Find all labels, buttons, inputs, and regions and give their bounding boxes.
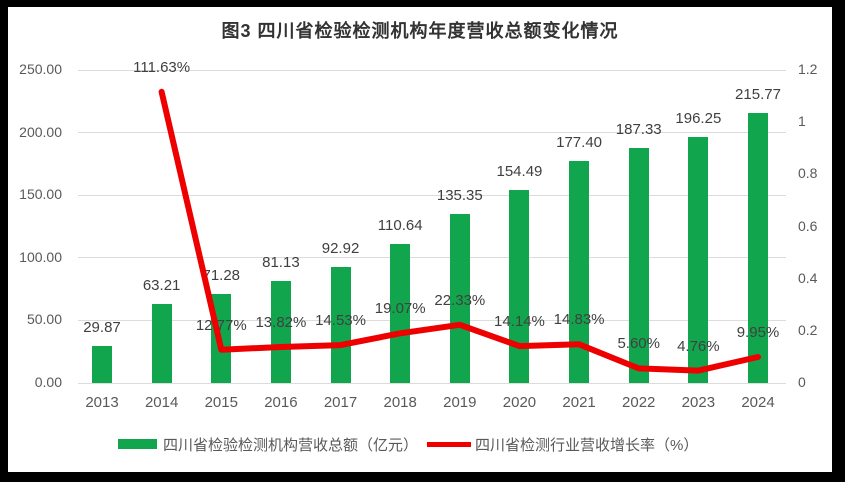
chart-title: 图3 四川省检验检测机构年度营收总额变化情况 bbox=[221, 21, 619, 41]
y-axis-right-tick-label: 0.4 bbox=[798, 269, 818, 286]
x-axis-tick-label: 2015 bbox=[204, 394, 238, 411]
bar-value-label: 81.13 bbox=[262, 254, 300, 272]
legend-line-series-label: 四川省检测行业营收增长率（%） bbox=[475, 436, 699, 454]
y-axis-left-tick-label: 50.00 bbox=[26, 311, 62, 328]
line-point-label: 22.33% bbox=[434, 291, 486, 309]
bar-value-label: 92.92 bbox=[321, 239, 360, 257]
bar-series-swatch-icon bbox=[118, 439, 157, 449]
y-axis-right-tick-label: 0 bbox=[798, 374, 806, 390]
x-axis-tick-label: 2014 bbox=[144, 394, 179, 411]
x-axis-tick-label: 2021 bbox=[562, 394, 596, 411]
line-series-swatch-icon bbox=[427, 441, 472, 447]
x-axis-tick-label: 2019 bbox=[443, 394, 477, 411]
y-axis-left-tick-label: 250.00 bbox=[19, 61, 62, 77]
bar-2021 bbox=[569, 160, 590, 383]
line-point-label: 9.95% bbox=[736, 324, 780, 342]
bar-value-label: 135.35 bbox=[436, 186, 483, 204]
chart-area: 图3 四川省检验检测机构年度营收总额变化情况 0.00 50.00 100.00 15… bbox=[8, 7, 832, 472]
bar-value-label: 196.25 bbox=[675, 110, 722, 128]
bar-value-label: 110.64 bbox=[377, 217, 423, 235]
x-axis-tick-label: 2016 bbox=[264, 394, 298, 411]
x-axis-tick-label: 2017 bbox=[323, 394, 358, 411]
line-point-label: 14.83% bbox=[553, 311, 605, 329]
y-axis-left-tick-label: 100.00 bbox=[19, 248, 62, 265]
x-axis-tick-label: 2018 bbox=[383, 394, 417, 411]
x-axis-tick-label: 2022 bbox=[622, 394, 656, 411]
bar-2016 bbox=[270, 281, 291, 383]
x-axis-tick-label: 2023 bbox=[681, 394, 716, 411]
gridline bbox=[78, 257, 786, 259]
x-axis-tick-label: 2024 bbox=[741, 394, 775, 411]
bar-2020 bbox=[509, 189, 530, 383]
bar-value-label: 154.49 bbox=[496, 162, 543, 180]
x-axis-tick-label: 2013 bbox=[85, 394, 119, 411]
legend: 四川省检验检测机构营收总额（亿元） 四川省检测行业营收增长率（%） bbox=[118, 433, 698, 455]
bar-2015 bbox=[211, 293, 232, 383]
bar-2024 bbox=[748, 112, 768, 383]
y-axis-left-tick-label: 200.00 bbox=[19, 123, 62, 140]
y-axis-right-tick-label: 0.6 bbox=[798, 217, 818, 234]
y-axis-right-tick-label: 1.2 bbox=[798, 61, 818, 77]
bar-2013 bbox=[92, 345, 112, 383]
line-point-label: 111.63% bbox=[133, 58, 191, 76]
gridline bbox=[78, 382, 786, 384]
x-axis-tick-label: 2020 bbox=[502, 394, 537, 411]
gridline bbox=[78, 69, 786, 71]
y-axis-right-tick-label: 1 bbox=[798, 113, 806, 130]
legend-bar-series-label: 四川省检验检测机构营收总额（亿元） bbox=[163, 436, 419, 454]
bar-2014 bbox=[151, 303, 172, 383]
bar-value-label: 215.77 bbox=[735, 85, 781, 103]
y-axis-right-tick-label: 0.2 bbox=[798, 321, 818, 338]
y-axis-right-tick-label: 0.8 bbox=[798, 165, 818, 182]
bar-value-label: 29.87 bbox=[83, 318, 121, 336]
y-axis-left-tick-label: 150.00 bbox=[19, 186, 62, 203]
y-axis-left-tick-label: 0.00 bbox=[34, 374, 62, 390]
